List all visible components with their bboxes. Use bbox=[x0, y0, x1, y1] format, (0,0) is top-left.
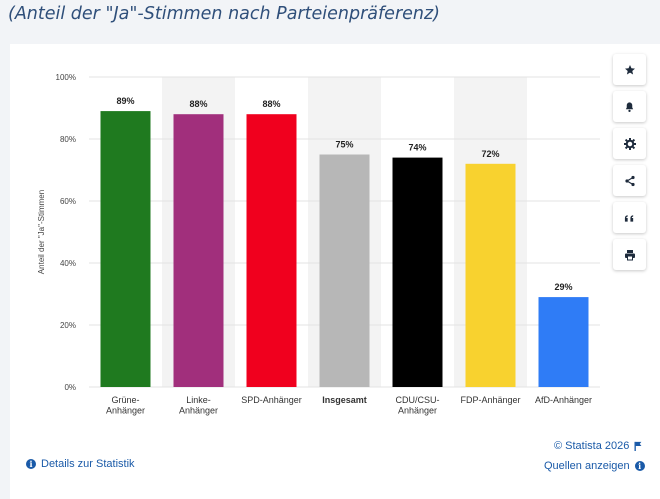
details-label: Details zur Statistik bbox=[41, 458, 135, 470]
data-label: 89% bbox=[116, 96, 134, 106]
info-icon: i bbox=[26, 459, 36, 469]
x-tick-label: Insgesamt bbox=[322, 395, 367, 405]
bar bbox=[538, 297, 589, 387]
info-icon: i bbox=[634, 461, 645, 471]
bell-icon bbox=[625, 101, 634, 112]
x-tick-label: Grüne- bbox=[111, 395, 139, 405]
bar bbox=[392, 157, 443, 387]
settings-button[interactable] bbox=[613, 128, 646, 159]
x-tick-label: Anhänger bbox=[179, 406, 218, 416]
y-tick-label: 60% bbox=[60, 197, 76, 206]
y-tick-label: 40% bbox=[60, 259, 76, 268]
bar-chart: 0% 20% 40% 60% 80% 100% Anteil der "Ja"-Stimme… bbox=[37, 73, 600, 416]
quote-icon bbox=[624, 214, 634, 222]
sources-label: Quellen anzeigen bbox=[544, 460, 630, 472]
x-tick-label: SPD-Anhänger bbox=[241, 395, 302, 405]
y-tick-label: 0% bbox=[64, 383, 76, 392]
flag-icon bbox=[634, 441, 642, 451]
bar bbox=[319, 154, 370, 387]
x-tick-label: Anhänger bbox=[106, 406, 145, 416]
data-label: 88% bbox=[262, 99, 280, 109]
data-label: 75% bbox=[335, 140, 353, 150]
bar bbox=[173, 114, 224, 387]
x-tick-label: FDP-Anhänger bbox=[460, 395, 520, 405]
chart-toolbar bbox=[613, 54, 646, 276]
print-button[interactable] bbox=[613, 239, 646, 270]
notification-button[interactable] bbox=[613, 91, 646, 122]
print-icon bbox=[624, 249, 635, 260]
x-tick-label: CDU/CSU- bbox=[396, 395, 440, 405]
bar bbox=[465, 163, 516, 387]
star-icon bbox=[624, 64, 635, 74]
y-tick-label: 80% bbox=[60, 135, 76, 144]
bar bbox=[246, 114, 297, 387]
page-title: (Anteil der "Ja"-Stimmen nach Parteienpr… bbox=[8, 4, 441, 24]
gear-icon bbox=[623, 137, 636, 150]
favorite-button[interactable] bbox=[613, 54, 646, 85]
data-label: 29% bbox=[554, 282, 572, 292]
copyright-text: © Statista 2026 bbox=[554, 440, 630, 452]
data-label: 72% bbox=[481, 149, 499, 159]
x-tick-label: AfD-Anhänger bbox=[535, 395, 592, 405]
x-tick-label: Anhänger bbox=[398, 406, 437, 416]
data-label: 88% bbox=[189, 99, 207, 109]
x-tick-label: Linke- bbox=[186, 395, 211, 405]
chart-card: 0% 20% 40% 60% 80% 100% Anteil der "Ja"-Stimme… bbox=[10, 44, 660, 499]
y-tick-label: 20% bbox=[60, 321, 76, 330]
details-link[interactable]: i Details zur Statistik bbox=[26, 458, 135, 470]
sources-link[interactable]: Quellen anzeigen i bbox=[544, 460, 645, 472]
bar bbox=[100, 111, 151, 387]
share-icon bbox=[624, 175, 635, 186]
share-button[interactable] bbox=[613, 165, 646, 196]
y-tick-label: 100% bbox=[56, 73, 76, 82]
copyright-link[interactable]: © Statista 2026 bbox=[554, 440, 643, 452]
citation-button[interactable] bbox=[613, 202, 646, 233]
y-axis-label: Anteil der "Ja"-Stimmen bbox=[37, 190, 46, 274]
data-label: 74% bbox=[408, 143, 426, 153]
